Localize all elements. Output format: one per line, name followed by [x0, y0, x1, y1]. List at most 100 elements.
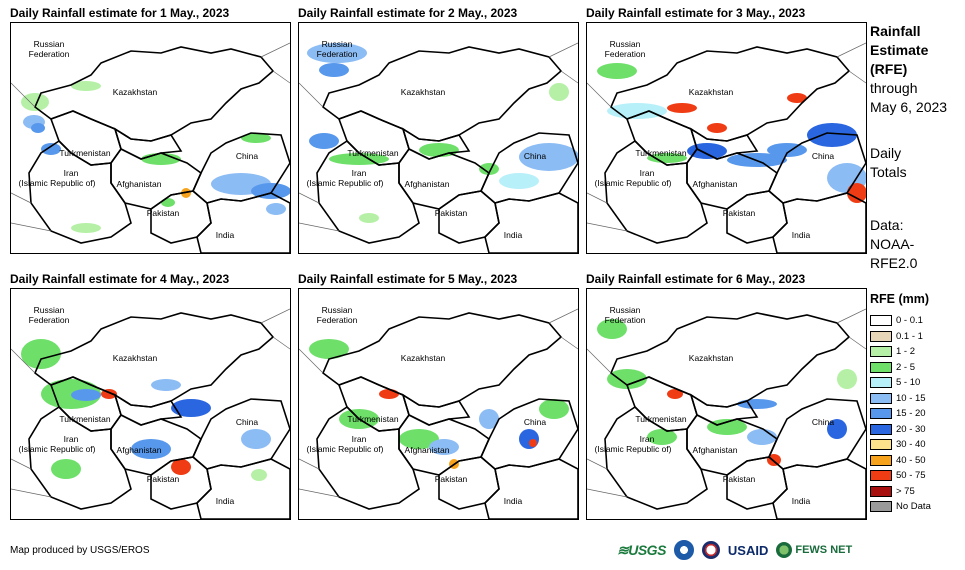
rainfall-area — [309, 339, 349, 359]
country-boundary — [484, 192, 578, 253]
country-label: Kazakhstan — [113, 353, 158, 363]
rainfall-area — [597, 319, 627, 339]
country-label: Turkmenistan — [635, 148, 686, 158]
country-boundary — [113, 393, 183, 426]
rainfall-area — [529, 439, 537, 447]
rainfall-map: Russian Federation Kazakhstan Turkmenistan I… — [10, 22, 291, 254]
country-label: India — [504, 230, 523, 240]
country-label: Afghanistan — [405, 179, 450, 189]
country-label: Russian — [610, 39, 641, 49]
country-label: Iran — [64, 168, 79, 178]
neighbor-boundary — [587, 308, 866, 498]
country-label: Pakistan — [723, 208, 756, 218]
panel-title: Daily Rainfall estimate for 4 May., 2023 — [10, 272, 230, 286]
country-label: China — [524, 417, 546, 427]
legend-item: 5 - 10 — [870, 375, 931, 391]
country-label: Russian — [610, 305, 641, 315]
country-boundary — [316, 405, 420, 510]
rainfall-area — [399, 429, 439, 449]
country-label: China — [812, 417, 834, 427]
rainfall-area — [549, 83, 569, 101]
country-label: India — [504, 496, 523, 506]
country-label: India — [792, 496, 811, 506]
legend: 0 - 0.1 0.1 - 1 1 - 2 2 - 5 5 - 10 10 - 15 15 … — [870, 313, 931, 515]
legend-item: 1 - 2 — [870, 344, 931, 360]
country-label: Russian — [34, 39, 65, 49]
country-label: Kazakhstan — [401, 353, 446, 363]
rainfall-area — [667, 389, 683, 399]
rainfall-area — [479, 163, 499, 175]
rainfall-area — [319, 63, 349, 77]
legend-label: > 75 — [896, 485, 915, 497]
country-boundary — [772, 192, 866, 253]
rainfall-area — [767, 143, 807, 157]
legend-label: 30 - 40 — [896, 439, 926, 451]
country-label: (Islamic Republic of) — [595, 444, 672, 454]
neighbor-boundary — [587, 42, 866, 232]
country-label: Federation — [29, 315, 70, 325]
country-boundary — [196, 458, 290, 519]
legend-label: 50 - 75 — [896, 470, 926, 482]
legend-label: 0 - 0.1 — [896, 315, 923, 327]
rainfall-area — [607, 369, 647, 389]
daily-totals-note: Daily Totals — [870, 144, 907, 182]
data-source-note: Data: NOAA- RFE2.0 — [870, 216, 917, 273]
rainfall-area — [499, 173, 539, 189]
rainfall-map: Russian Federation Kazakhstan Turkmenistan I… — [10, 288, 291, 520]
country-label: Federation — [317, 49, 358, 59]
through-date: May 6, 2023 — [870, 99, 948, 115]
country-label: (Islamic Republic of) — [19, 444, 96, 454]
country-boundary — [480, 132, 578, 204]
rainfall-area — [647, 429, 677, 445]
rainfall-area — [21, 339, 61, 369]
rainfall-area — [707, 123, 727, 133]
fews-net-logo: FEWS NET — [776, 542, 852, 558]
country-boundary — [768, 132, 866, 204]
rainfall-area — [21, 93, 49, 111]
rainfall-area — [379, 389, 399, 399]
country-boundary — [604, 139, 708, 244]
rainfall-area — [667, 103, 697, 113]
usaid-logo: USAID — [727, 542, 769, 558]
country-boundary — [772, 458, 866, 519]
rainfall-area — [687, 143, 727, 159]
rainfall-map: Russian Federation Kazakhstan Turkmenistan I… — [298, 288, 579, 520]
country-label: Afghanistan — [117, 179, 162, 189]
rainfall-area — [479, 409, 499, 429]
rainfall-area — [519, 143, 578, 171]
legend-item: No Data — [870, 499, 931, 515]
legend-label: 0.1 - 1 — [896, 330, 923, 342]
country-label: (Islamic Republic of) — [19, 178, 96, 188]
rainfall-map: Russian Federation Kazakhstan Turkmenistan I… — [298, 22, 579, 254]
daily-text: Daily — [870, 145, 902, 161]
rainfall-area — [807, 123, 857, 147]
rainfall-area — [131, 439, 171, 459]
heading-line-3: (RFE) — [870, 61, 908, 77]
fews-net-text: FEWS NET — [795, 544, 853, 556]
rainfall-area — [151, 379, 181, 391]
legend-label: 5 - 10 — [896, 377, 921, 389]
country-label: China — [524, 151, 546, 161]
country-label: Turkmenistan — [635, 414, 686, 424]
rainfall-area — [241, 429, 271, 449]
rainfall-map: Russian Federation Kazakhstan Turkmenistan I… — [586, 22, 867, 254]
country-label: Pakistan — [147, 474, 180, 484]
legend-item: 2 - 5 — [870, 360, 931, 376]
country-boundary — [768, 398, 866, 470]
noaa-logo-icon — [673, 540, 694, 560]
rainfall-area — [171, 459, 191, 475]
country-boundary — [28, 139, 132, 244]
panel-title: Daily Rainfall estimate for 5 May., 2023 — [298, 272, 518, 286]
country-label: Kazakhstan — [113, 87, 158, 97]
legend-label: 10 - 15 — [896, 392, 926, 404]
legend-item: > 75 — [870, 484, 931, 500]
legend-title: RFE (mm) — [870, 292, 930, 306]
rainfall-area — [51, 459, 81, 479]
country-label: (Islamic Republic of) — [595, 178, 672, 188]
rainfall-area — [707, 419, 747, 435]
rainfall-area — [171, 399, 211, 417]
country-label: Turkmenistan — [59, 148, 110, 158]
country-boundary — [401, 393, 471, 426]
legend-label: 2 - 5 — [896, 361, 916, 373]
totals-text: Totals — [870, 164, 907, 180]
